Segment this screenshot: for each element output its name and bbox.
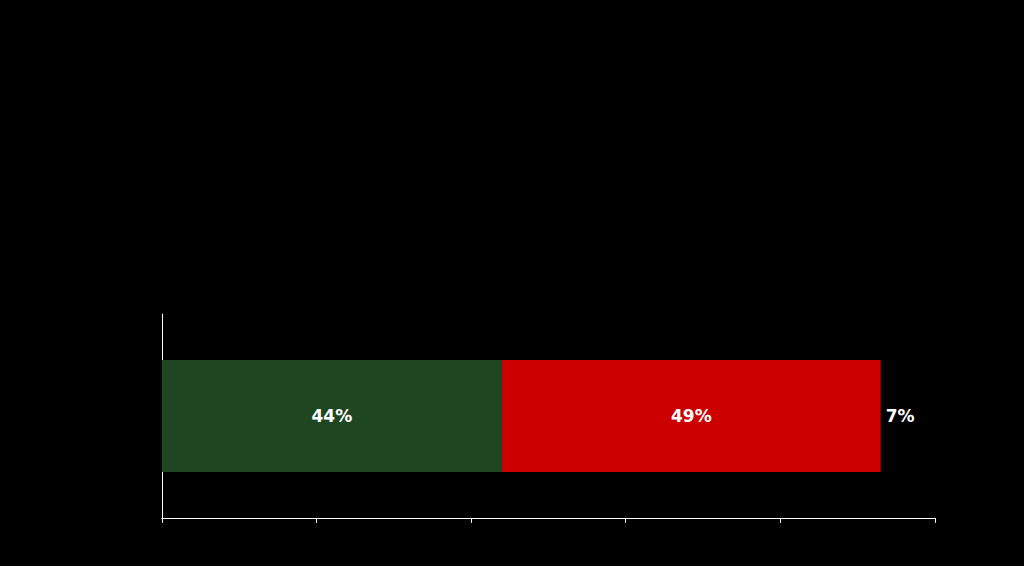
- svg-text:7%: 7%: [886, 406, 915, 426]
- svg-text:44%: 44%: [312, 406, 353, 426]
- svg-text:49%: 49%: [671, 406, 712, 426]
